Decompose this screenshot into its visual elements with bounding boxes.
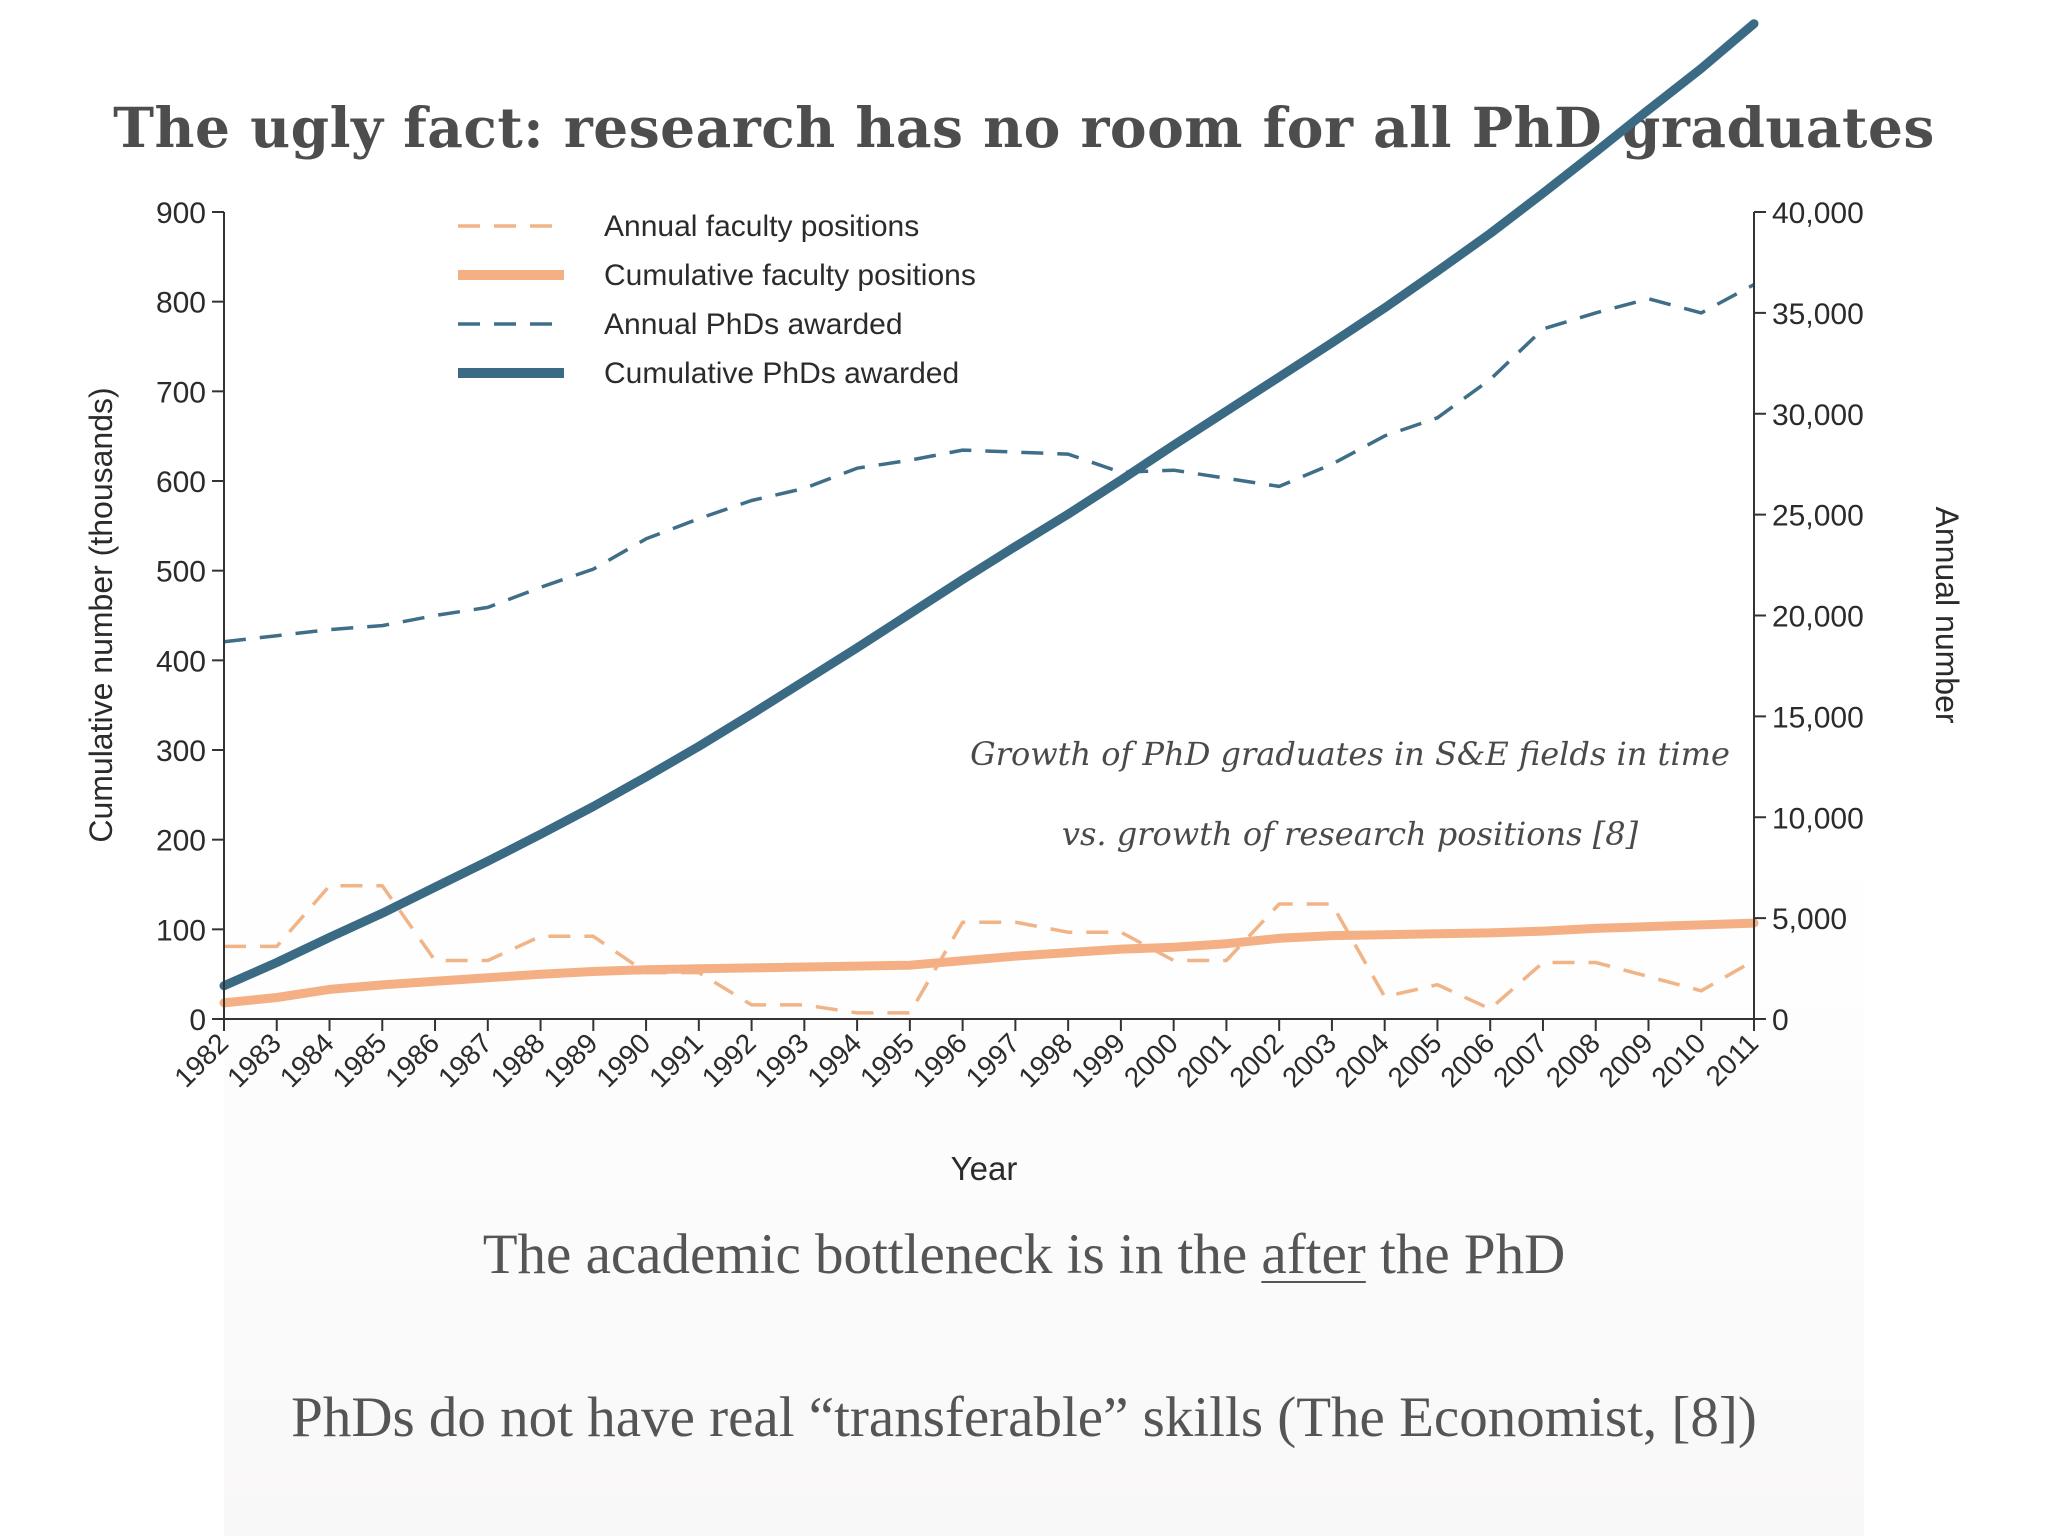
chart-annotation-line2: vs. growth of research positions [8] <box>1061 815 1639 853</box>
left-tick-label: 0 <box>189 1004 206 1037</box>
series-line-annual-faculty-positions <box>224 884 1755 1015</box>
x-tick-label: 1991 <box>643 1027 709 1093</box>
chart-annotation-line1: Growth of PhD graduates in S&E fields in… <box>970 735 1730 773</box>
right-axis-title: Annual number <box>1929 506 1965 723</box>
right-tick-label: 25,000 <box>1772 500 1864 533</box>
left-axis-title: Cumulative number (thousands) <box>83 387 119 842</box>
x-tick-label: 1990 <box>590 1027 656 1093</box>
series-line-cumulative-phds-awarded <box>219 19 1759 991</box>
x-tick-label: 1996 <box>907 1027 973 1093</box>
x-tick-label: 1987 <box>432 1027 498 1093</box>
right-tick-label: 40,000 <box>1772 197 1864 230</box>
right-tick-label: 30,000 <box>1772 399 1864 432</box>
x-tick-label: 2007 <box>1487 1027 1553 1093</box>
left-tick-label: 700 <box>156 376 206 409</box>
x-tick-label: 1997 <box>960 1027 1026 1093</box>
left-tick-label: 100 <box>156 914 206 947</box>
x-tick-label: 1986 <box>379 1027 445 1093</box>
x-tick-label: 2000 <box>1118 1027 1184 1093</box>
x-tick-label: 1984 <box>274 1027 340 1093</box>
left-tick-label: 800 <box>156 287 206 320</box>
x-tick-label: 1988 <box>485 1027 551 1093</box>
series-line-annual-phds-awarded <box>223 283 1755 644</box>
x-axis-title: Year <box>951 1150 1018 1187</box>
left-tick-label: 400 <box>156 645 206 678</box>
left-tick-label: 500 <box>156 556 206 589</box>
caption-bottleneck: The academic bottleneck is in the after … <box>0 1222 2048 1287</box>
caption-bottleneck-before: The academic bottleneck is in the <box>482 1223 1262 1286</box>
x-tick-label: 1983 <box>221 1027 287 1093</box>
x-tick-label: 2003 <box>1276 1027 1342 1093</box>
x-tick-label: 1982 <box>168 1027 234 1093</box>
x-tick-label: 2008 <box>1540 1027 1606 1093</box>
legend-label: Cumulative faculty positions <box>604 259 976 292</box>
chart-panel <box>224 0 1864 1536</box>
caption-transferable-skills: PhDs do not have real “transferable” ski… <box>291 1386 1757 1449</box>
right-tick-label: 20,000 <box>1772 601 1864 634</box>
x-tick-label: 2004 <box>1329 1027 1395 1093</box>
x-tick-label: 1985 <box>327 1027 393 1093</box>
legend: Annual faculty positions Cumulative facul… <box>458 210 976 390</box>
x-tick-label: 1998 <box>1012 1027 1078 1093</box>
x-tick-label: 2010 <box>1646 1027 1712 1093</box>
x-tick-label: 2005 <box>1382 1027 1448 1093</box>
series-line-cumulative-faculty-positions <box>219 918 1759 1008</box>
plot-lines <box>219 19 1759 1015</box>
caption-bottleneck-after: the PhD <box>1365 1223 1566 1286</box>
left-tick-label: 200 <box>156 825 206 858</box>
right-tick-label: 5,000 <box>1772 903 1847 936</box>
x-tick-label: 1989 <box>538 1027 604 1093</box>
x-tick-label: 1999 <box>1065 1027 1131 1093</box>
legend-label: Annual PhDs awarded <box>604 308 903 341</box>
left-tick-label: 300 <box>156 735 206 768</box>
left-tick-label: 600 <box>156 466 206 499</box>
x-tick-label: 1995 <box>854 1027 920 1093</box>
x-tick-label: 2002 <box>1223 1027 1289 1093</box>
right-tick-label: 0 <box>1772 1004 1789 1037</box>
x-tick-label: 2006 <box>1434 1027 1500 1093</box>
x-tick-label: 1992 <box>696 1027 762 1093</box>
x-tick-label: 2001 <box>1171 1027 1237 1093</box>
right-tick-label: 15,000 <box>1772 701 1864 734</box>
caption-bottleneck-underlined: after <box>1261 1223 1366 1286</box>
x-tick-label: 2011 <box>1700 1027 1765 1092</box>
right-tick-label: 35,000 <box>1772 298 1864 331</box>
legend-label: Cumulative PhDs awarded <box>604 357 959 390</box>
right-tick-label: 10,000 <box>1772 802 1864 835</box>
x-tick-label: 1993 <box>749 1027 815 1093</box>
axes: 0 100 200 300 400 500 600 700 800 900 0 5,000 10,000… <box>83 197 1965 1187</box>
x-tick-label: 2009 <box>1593 1027 1659 1093</box>
x-tick-label: 1994 <box>801 1027 867 1093</box>
left-tick-label: 900 <box>156 197 206 230</box>
legend-label: Annual faculty positions <box>604 210 919 243</box>
